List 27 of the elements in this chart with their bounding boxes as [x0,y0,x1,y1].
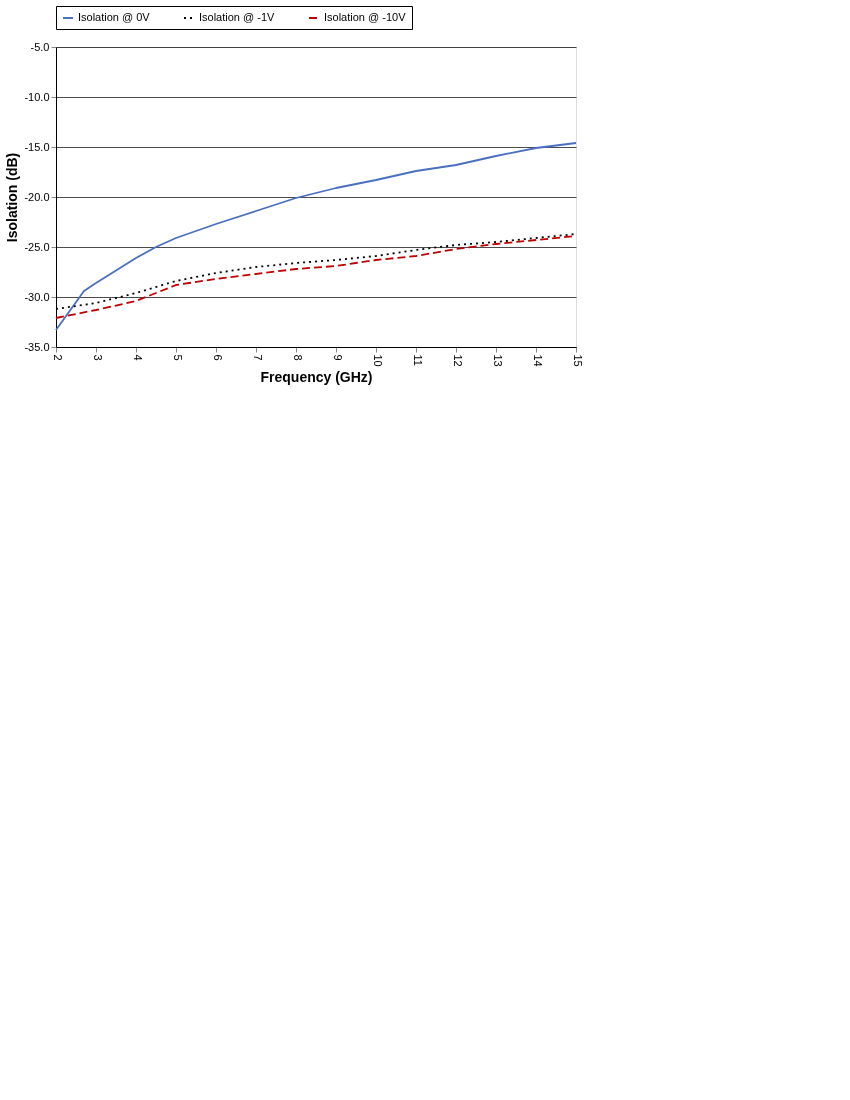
y-tick-label: -30.0 [24,290,50,303]
y-tick-label: -10.0 [24,90,50,103]
x-tick-label: 6 [211,354,224,361]
x-tick-label: 12 [451,354,464,367]
y-tick-label: -35.0 [24,340,50,353]
legend-label: Isolation @ -10V [324,11,407,23]
x-tick-label: 5 [171,354,184,361]
line-series [55,142,577,331]
x-tick-label: 7 [251,354,264,361]
x-tick-label: 8 [291,354,304,361]
x-tick-label: 10 [371,354,384,367]
y-tick-label: -5.0 [30,40,50,53]
x-tick-label: 3 [91,354,104,361]
x-axis-title: Frequency (GHz) [260,368,373,385]
x-tick-label: 2 [51,354,64,361]
y-tick-label: -20.0 [24,190,50,203]
legend-label: Isolation @ -1V [199,11,276,23]
x-tick-label: 4 [131,354,144,361]
y-axis-title: Isolation (dB) [4,152,21,243]
x-tick-label: 13 [491,354,504,367]
x-tick-label: 15 [571,354,584,367]
legend-label: Isolation @ 0V [78,11,151,23]
x-tick-label: 9 [331,354,344,361]
y-tick-label: -25.0 [24,240,50,253]
x-tick-label: 11 [411,354,424,366]
y-tick-label: -15.0 [24,140,50,153]
x-tick-label: 14 [531,354,544,367]
